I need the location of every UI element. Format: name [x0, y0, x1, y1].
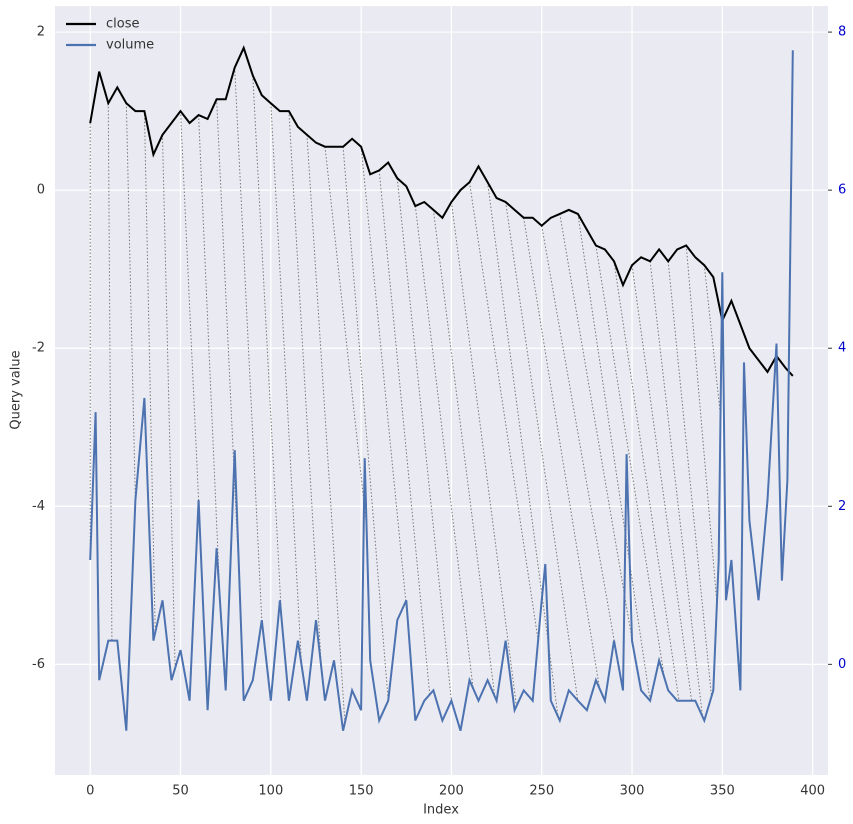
x-axis-label: Index	[423, 803, 459, 818]
y-tick-label: 0	[37, 183, 45, 198]
alignment-line	[396, 178, 452, 701]
x-tick-label: 50	[172, 784, 189, 799]
y2-tick-label: 0	[838, 657, 846, 672]
alignment-line	[306, 134, 346, 723]
alignment-line	[703, 265, 722, 417]
alignment-line	[378, 170, 431, 695]
legend-label: volume	[106, 38, 154, 53]
alignment-line	[270, 103, 303, 665]
y2-tick-label: 8	[838, 25, 846, 40]
y2-tick-label: 4	[838, 341, 846, 356]
y2-tick-label: 2	[838, 499, 846, 514]
x-tick-label: 250	[529, 784, 554, 799]
x-tick-label: 350	[710, 784, 735, 799]
y-axis-label: Query value	[9, 350, 24, 429]
alignment-line	[649, 261, 703, 717]
x-tick-label: 300	[620, 784, 645, 799]
alignment-line	[432, 209, 496, 697]
legend-label: close	[106, 17, 139, 32]
x-tick-label: 100	[258, 784, 283, 799]
series-line	[89, 45, 794, 377]
alignment-line	[613, 261, 680, 701]
alignment-line	[523, 217, 601, 689]
x-tick-label: 400	[800, 784, 825, 799]
x-tick-label: 150	[349, 784, 374, 799]
alignment-line	[468, 182, 539, 641]
x-tick-label: 200	[439, 784, 464, 799]
y2-tick-label: 6	[838, 183, 846, 198]
alignment-line	[667, 261, 713, 697]
alignment-line	[450, 201, 517, 707]
alignment-line	[143, 111, 156, 633]
alignment-line	[324, 146, 368, 526]
y-tick-label: -6	[32, 657, 45, 672]
series-line	[89, 50, 794, 731]
alignment-line	[161, 134, 176, 669]
alignment-line	[234, 67, 263, 621]
alignment-line	[360, 146, 409, 625]
y-tick-label: 2	[37, 25, 45, 40]
alignment-line	[595, 245, 666, 679]
x-tick-label: 0	[86, 784, 94, 799]
alignment-line	[342, 146, 389, 701]
y-tick-label: -2	[32, 341, 45, 356]
alignment-line	[577, 213, 651, 701]
plot-area	[55, 6, 828, 775]
alignment-line	[487, 182, 559, 717]
alignment-line	[198, 115, 221, 606]
alignment-line	[414, 205, 474, 689]
alignment-line	[685, 245, 718, 604]
y-tick-label: -4	[32, 499, 45, 514]
